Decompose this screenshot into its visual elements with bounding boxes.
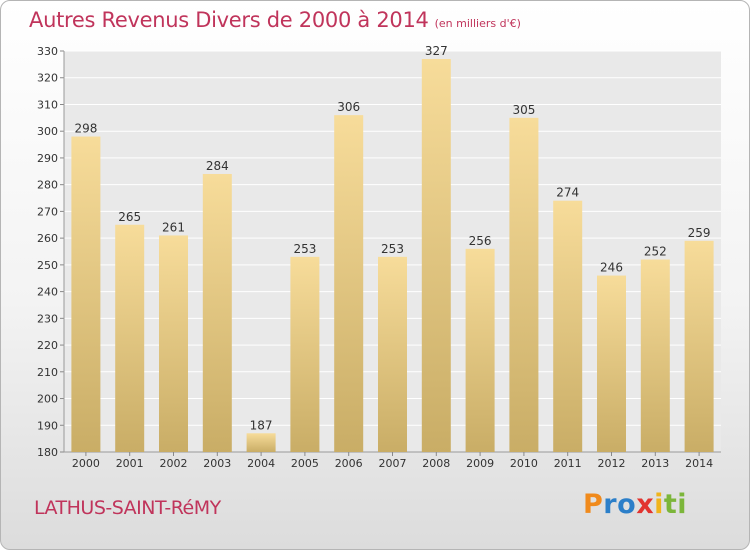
y-tick-label-240: 240 (37, 286, 58, 299)
data-label-2000: 298 (74, 122, 97, 136)
data-label-2007: 253 (381, 242, 404, 256)
y-tick-label-310: 310 (37, 98, 58, 111)
data-label-2008: 327 (425, 44, 448, 58)
bar-2014 (684, 240, 714, 452)
x-tick-label-2013: 2013 (641, 457, 669, 470)
x-tick-label-2007: 2007 (379, 457, 407, 470)
logo-letter: x (636, 489, 655, 520)
chart-subtitle: (en milliers d'€) (434, 17, 521, 30)
logo-letter: r (603, 489, 618, 520)
x-tick-label-2006: 2006 (335, 457, 363, 470)
y-tick-label-280: 280 (37, 179, 58, 192)
y-tick-label-300: 300 (37, 125, 58, 138)
y-tick-label-270: 270 (37, 205, 58, 218)
data-label-2014: 259 (688, 226, 711, 240)
title-row: Autres Revenus Divers de 2000 à 2014 (en … (29, 8, 521, 32)
y-tick-label-220: 220 (37, 339, 58, 352)
bar-2011 (553, 200, 583, 452)
y-tick-label-180: 180 (37, 446, 58, 459)
logo-letter: i (654, 489, 664, 520)
x-tick-label-2003: 2003 (203, 457, 231, 470)
x-tick-label-2001: 2001 (116, 457, 144, 470)
y-tick-label-330: 330 (37, 45, 58, 58)
bar-2012 (597, 275, 626, 452)
y-tick-label-320: 320 (37, 72, 58, 85)
x-tick-label-2004: 2004 (247, 457, 275, 470)
bar-2009 (465, 248, 495, 452)
x-tick-label-2005: 2005 (291, 457, 319, 470)
x-tick-label-2010: 2010 (510, 457, 538, 470)
bar-2010 (509, 117, 539, 452)
data-label-2009: 256 (469, 234, 492, 248)
bar-2005 (290, 256, 320, 452)
data-label-2001: 265 (118, 210, 141, 224)
y-tick-label-200: 200 (37, 393, 58, 406)
x-tick-label-2002: 2002 (160, 457, 188, 470)
bar-2002 (159, 235, 188, 452)
bar-2013 (640, 259, 670, 452)
x-tick-label-2014: 2014 (685, 457, 713, 470)
chart-title: Autres Revenus Divers de 2000 à 2014 (29, 8, 429, 32)
data-label-2010: 305 (512, 103, 535, 117)
logo-letter: t (663, 489, 678, 520)
x-tick-label-2008: 2008 (422, 457, 450, 470)
bar-2006 (334, 115, 364, 452)
data-label-2006: 306 (337, 100, 360, 114)
y-tick-label-290: 290 (37, 152, 58, 165)
x-tick-label-2012: 2012 (598, 457, 626, 470)
data-label-2004: 187 (250, 418, 273, 432)
y-tick-label-250: 250 (37, 259, 58, 272)
logo-letter: P (583, 489, 604, 520)
bar-2001 (115, 224, 145, 452)
location-name: LATHUS-SAINT-RéMY (34, 497, 221, 519)
logo-letter: i (677, 489, 688, 520)
bar-2000 (71, 136, 101, 452)
data-label-2003: 284 (206, 159, 229, 173)
y-tick-label-190: 190 (37, 419, 58, 432)
data-label-2005: 253 (293, 242, 316, 256)
proxiti-logo: Proxiti (583, 489, 687, 520)
bar-2008 (421, 59, 451, 453)
x-tick-label-2000: 2000 (72, 457, 100, 470)
bar-2003 (202, 173, 232, 452)
data-label-2013: 252 (644, 245, 667, 259)
data-label-2002: 261 (162, 220, 185, 234)
logo-letter: o (617, 489, 637, 520)
bar-2007 (378, 256, 407, 452)
y-tick-label-230: 230 (37, 312, 58, 325)
x-tick-label-2009: 2009 (466, 457, 494, 470)
y-tick-label-210: 210 (37, 366, 58, 379)
data-label-2011: 274 (556, 186, 579, 200)
bar-2004 (246, 433, 276, 452)
data-label-2012: 246 (600, 261, 623, 275)
y-tick-label-260: 260 (37, 232, 58, 245)
x-tick-label-2011: 2011 (554, 457, 582, 470)
